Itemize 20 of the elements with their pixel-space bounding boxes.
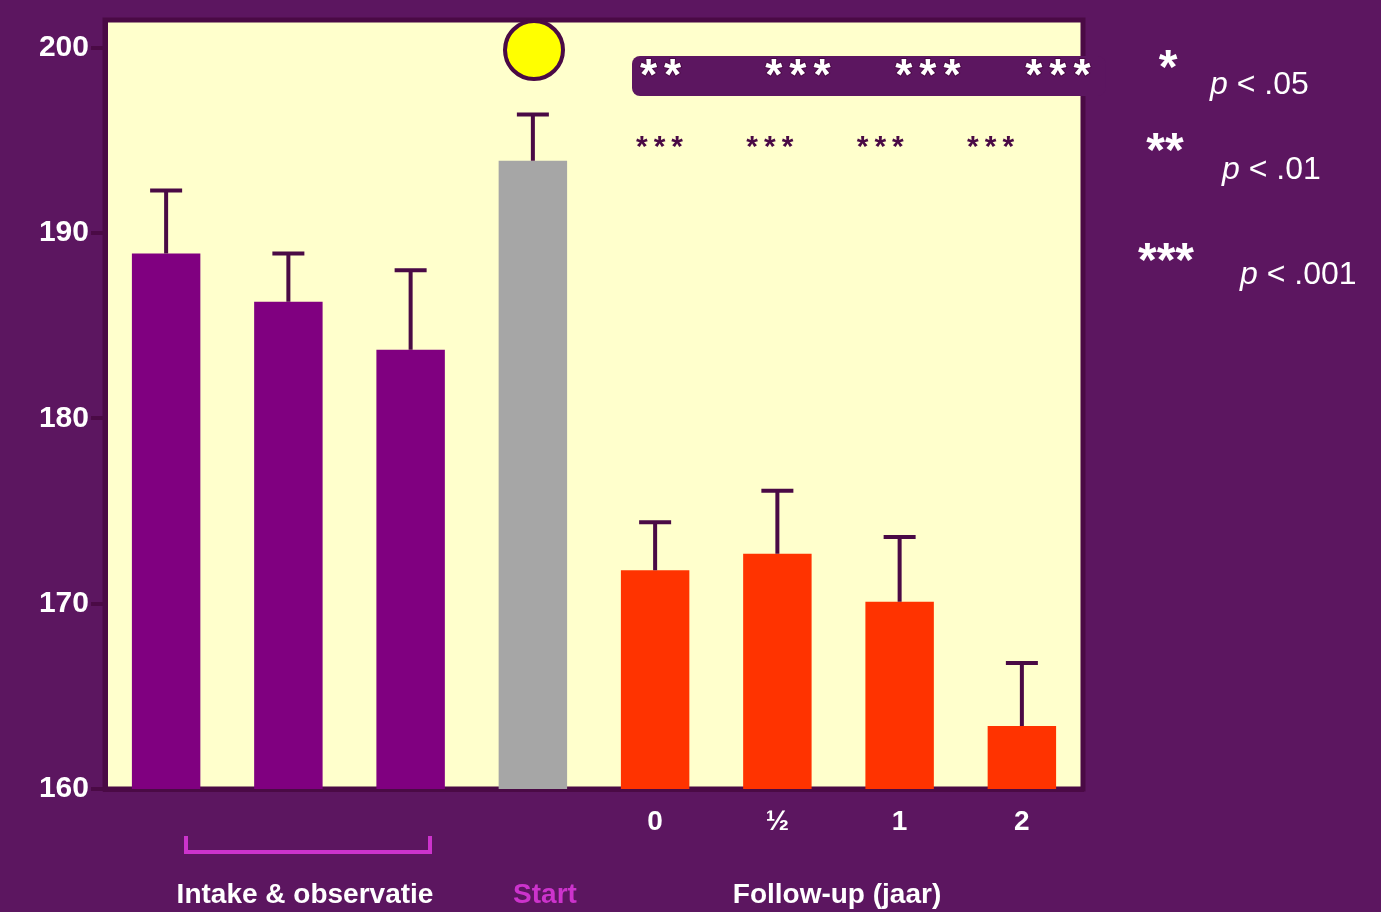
x-tick-label: 2 xyxy=(1014,804,1030,836)
text: p < .001 xyxy=(1239,254,1357,291)
x-tick-label: 0 xyxy=(647,804,663,836)
x-tick-label: ½ xyxy=(765,804,790,836)
text: Follow-up (jaar) xyxy=(732,877,942,909)
text: Intake & observatie xyxy=(176,877,434,909)
text: ** xyxy=(1146,123,1184,177)
x-tick-label: 1 xyxy=(891,804,908,836)
y-tick-label: 170 xyxy=(38,584,89,618)
annotation: ** *** *** *** xyxy=(640,50,1098,100)
text: p < .05 xyxy=(1209,64,1309,101)
annotation: *** *** *** *** xyxy=(636,129,1021,163)
text: p < .01 xyxy=(1221,149,1321,186)
y-tick-label: 160 xyxy=(38,770,89,804)
text: * xyxy=(1158,40,1178,94)
text: *** xyxy=(1137,233,1195,287)
text: Start xyxy=(513,877,577,909)
y-tick-label: 190 xyxy=(38,214,89,248)
y-tick-label: 180 xyxy=(38,399,89,433)
y-tick-label: 200 xyxy=(38,29,89,63)
